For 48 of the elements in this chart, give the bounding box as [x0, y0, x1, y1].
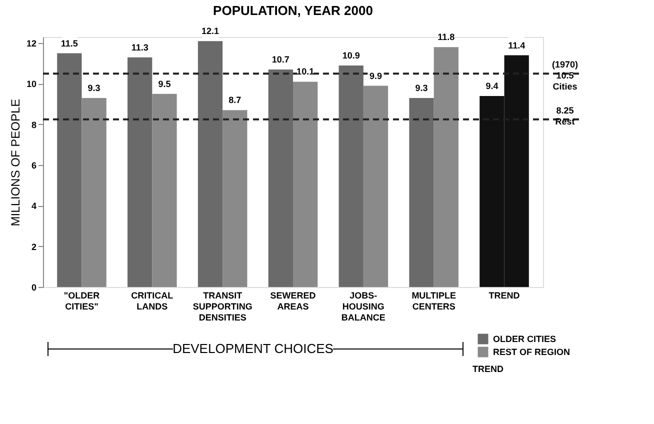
x-tick-label: "OLDER CITIES"	[64, 290, 100, 312]
data-label: 11.3	[131, 42, 148, 52]
data-label: 11.5	[60, 38, 78, 48]
text: DEVELOPMENT CHOICES	[172, 341, 334, 356]
bar	[198, 41, 223, 287]
x-tick-label: TREND	[488, 290, 520, 300]
data-label: 9.9	[369, 70, 382, 81]
data-label: 10.7	[272, 54, 290, 65]
y-tick-label: 6	[31, 160, 36, 171]
data-label: 10.9	[342, 50, 360, 60]
y-tick-label: 10	[26, 79, 36, 90]
data-label: 11.8	[438, 32, 455, 42]
y-tick-label: 0	[31, 282, 36, 292]
bar	[222, 110, 248, 287]
bar	[152, 94, 177, 287]
data-label: 9.4	[486, 80, 498, 91]
bar	[409, 98, 434, 287]
x-tick-label: JOBS- HOUSING BALANCE	[341, 290, 386, 322]
chart-title: POPULATION, YEAR 2000	[213, 3, 373, 18]
bar	[293, 82, 318, 287]
data-label: 11.4	[508, 40, 526, 50]
y-tick-label: 8	[31, 120, 36, 130]
y-tick-label: 4	[31, 201, 36, 212]
bar	[268, 70, 293, 287]
ref-line-label: (1970) 10.5 Cities	[552, 60, 578, 92]
bar	[338, 65, 364, 287]
data-label: 10.1	[296, 66, 314, 77]
x-tick-label: CRITICAL LANDS	[131, 290, 174, 312]
data-label: 9.5	[158, 78, 171, 89]
data-label: 8.7	[228, 95, 242, 106]
bar	[82, 98, 106, 287]
data-label: 12.1	[201, 26, 220, 36]
bar	[128, 57, 152, 287]
data-label: 9.3	[88, 82, 100, 93]
text: TREND	[472, 364, 504, 374]
ref-line-label: 8.25 Rest	[555, 105, 575, 126]
bar	[57, 53, 82, 287]
legend-label: OLDER CITIES	[493, 334, 556, 344]
bar	[434, 47, 458, 287]
bar	[363, 86, 388, 287]
y-axis-title: MILLIONS OF PEOPLE	[8, 98, 22, 226]
data-label: 9.3	[415, 82, 428, 93]
x-tick-label: MULTIPLE CENTERS	[412, 290, 456, 312]
y-tick-label: 12	[26, 38, 36, 49]
x-tick-label: TRANSIT SUPPORTING DENSITIES	[192, 290, 252, 322]
y-tick-label: 2	[31, 242, 36, 252]
x-tick-label: SEWERED AREAS	[270, 290, 316, 312]
legend-label: REST OF REGION	[493, 347, 570, 357]
